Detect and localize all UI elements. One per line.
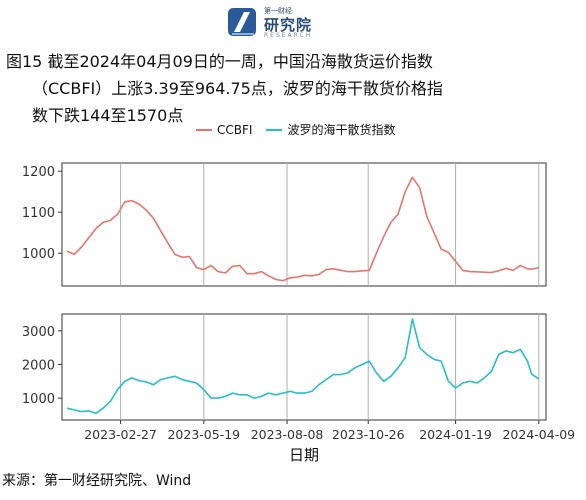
y-tick-label-ccbfi-1: 1100 [22,206,55,221]
series-line-ccbfi [66,176,539,282]
x-tick-label-0: 2023-02-27 [84,427,157,442]
x-tick-label-1: 2023-05-19 [167,427,240,442]
logo-text-en: RESEARCH [264,32,313,39]
legend-item-bdi: 波罗的海干散货指数 [266,121,395,138]
x-axis-title: 日期 [289,446,319,464]
chart-legend: CCBFI 波罗的海干散货指数 [196,121,403,138]
logo-text-small: 第一财经 [264,7,292,15]
y-tick-label-ccbfi-2: 1200 [22,165,55,180]
logo-mark-icon [228,8,256,36]
figure-caption: 图15 截至2024年04月09日的一周，中国沿海散货运价指数 （CCBFI）上… [6,48,582,129]
y-tick-label-bdi-2: 3000 [22,325,55,340]
panel-frame-bdi [61,313,547,421]
logo: 第一财经 研究院 RESEARCH [224,2,364,42]
source-note: 来源：第一财经研究院、Wind [2,473,192,489]
x-tick-label-5: 2024-04-09 [502,427,575,442]
y-tick-label-bdi-0: 1000 [22,392,55,407]
x-tick-label-2: 2023-08-08 [251,427,324,442]
legend-label-bdi: 波罗的海干散货指数 [287,123,396,137]
caption-line-2: （CCBFI）上涨3.39至964.75点，波罗的海干散货价格指 [32,79,443,98]
y-tick-label-ccbfi-0: 1000 [22,247,55,262]
series-line-bdi [66,318,540,415]
caption-line-3: 数下跌144至1570点 [32,106,184,125]
logo-text-main: 研究院 [264,16,313,34]
caption-line-1: 图15 截至2024年04月09日的一周，中国沿海散货运价指数 [6,52,433,71]
legend-item-ccbfi: CCBFI [196,123,252,137]
legend-label-ccbfi: CCBFI [217,122,253,137]
legend-swatch-ccbfi [196,128,212,131]
legend-swatch-bdi [266,128,283,131]
x-tick-label-4: 2024-01-19 [419,427,492,442]
x-tick-label-3: 2023-10-26 [332,427,405,442]
panel-frame-ccbfi [61,162,547,287]
y-tick-label-bdi-1: 2000 [22,358,55,373]
